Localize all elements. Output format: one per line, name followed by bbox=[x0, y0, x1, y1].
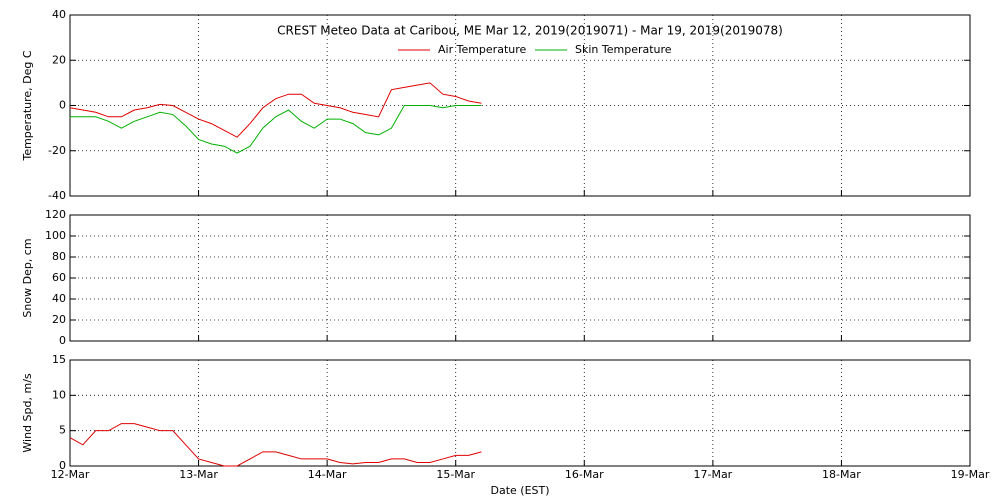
data-line bbox=[69, 423, 482, 467]
y-tick-label: -40 bbox=[48, 189, 66, 202]
y-tick-label: 0 bbox=[59, 99, 66, 112]
y-tick-label: 20 bbox=[52, 53, 66, 66]
x-tick-label: 14-Mar bbox=[308, 468, 347, 481]
y-tick-label: 0 bbox=[59, 459, 66, 472]
data-line bbox=[70, 105, 482, 154]
x-tick-label: 18-Mar bbox=[822, 468, 861, 481]
x-tick-label: 13-Mar bbox=[179, 468, 218, 481]
y-tick-label: 120 bbox=[45, 208, 66, 221]
data-line bbox=[69, 82, 482, 138]
x-tick-label: 17-Mar bbox=[693, 468, 732, 481]
y-tick-label: 40 bbox=[52, 8, 66, 21]
y-tick-label: 10 bbox=[52, 388, 66, 401]
legend-label: Air Temperature bbox=[438, 43, 527, 56]
y-tick-label: 0 bbox=[59, 334, 66, 347]
x-tick-label: 12-Mar bbox=[51, 468, 90, 481]
y-tick-label: 5 bbox=[59, 424, 66, 437]
y-axis-label: Snow Dep, cm bbox=[21, 238, 34, 317]
y-axis-label: Temperature, Deg C bbox=[21, 50, 34, 161]
x-axis-label: Date (EST) bbox=[490, 484, 549, 497]
x-tick-label: 16-Mar bbox=[565, 468, 604, 481]
plot-frame bbox=[69, 214, 971, 342]
y-tick-label: 40 bbox=[52, 292, 66, 305]
y-tick-label: 15 bbox=[52, 353, 66, 366]
y-tick-label: 20 bbox=[52, 313, 66, 326]
x-tick-label: 15-Mar bbox=[436, 468, 475, 481]
y-tick-label: 80 bbox=[52, 250, 66, 263]
plot-frame bbox=[69, 359, 971, 467]
legend-label: Skin Temperature bbox=[575, 43, 672, 56]
chart-title: CREST Meteo Data at Caribou, ME Mar 12, … bbox=[277, 24, 783, 38]
plot-frame bbox=[69, 14, 971, 197]
x-tick-label: 19-Mar bbox=[951, 468, 990, 481]
y-tick-label: 60 bbox=[52, 271, 66, 284]
y-tick-label: 100 bbox=[45, 229, 66, 242]
y-tick-label: -20 bbox=[48, 144, 66, 157]
y-axis-label: Wind Spd, m/s bbox=[21, 373, 34, 453]
